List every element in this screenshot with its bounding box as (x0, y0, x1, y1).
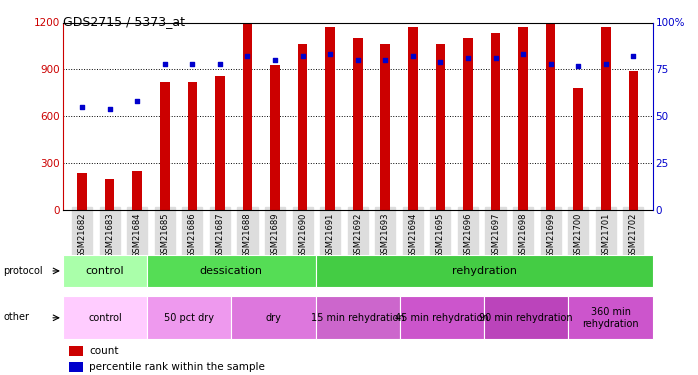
Point (352, 57, 363, 63)
Point (628, 53, 639, 59)
Bar (484, 296, 568, 339)
Point (462, 55, 473, 61)
Bar (147, 255, 315, 287)
Text: dessication: dessication (200, 266, 263, 276)
Text: 90 min rehydration: 90 min rehydration (480, 313, 573, 323)
Point (132, 98, 143, 104)
Bar (188, 82, 197, 210)
Bar (298, 44, 307, 210)
Bar (519, 27, 528, 210)
Bar (568, 296, 653, 339)
Point (77, 104, 88, 110)
Text: 360 min
rehydration: 360 min rehydration (582, 307, 639, 328)
Bar (573, 88, 583, 210)
Bar (436, 44, 445, 210)
Bar (270, 64, 280, 210)
Bar (601, 27, 611, 210)
Point (159, 61, 170, 67)
Text: control: control (86, 266, 124, 276)
Text: protocol: protocol (3, 266, 43, 276)
Text: 45 min rehydration: 45 min rehydration (395, 313, 489, 323)
Point (490, 55, 501, 61)
Point (435, 59, 446, 65)
Bar (380, 44, 390, 210)
Bar (315, 255, 653, 287)
Point (572, 63, 584, 69)
Bar (491, 33, 500, 210)
Bar (243, 24, 252, 210)
Bar (400, 296, 484, 339)
Point (380, 57, 391, 63)
Bar (463, 38, 473, 210)
Text: count: count (89, 346, 119, 356)
Point (269, 57, 281, 63)
Bar (68, 362, 84, 372)
Bar (147, 296, 231, 339)
Bar (231, 296, 315, 339)
Point (600, 61, 611, 67)
Text: percentile rank within the sample: percentile rank within the sample (89, 362, 265, 372)
Bar (63, 255, 147, 287)
Point (242, 53, 253, 59)
Bar (315, 296, 400, 339)
Bar (68, 346, 84, 356)
Bar (408, 27, 417, 210)
Text: rehydration: rehydration (452, 266, 517, 276)
Bar (546, 24, 556, 210)
Point (325, 51, 336, 57)
Bar (105, 179, 114, 210)
Text: 15 min rehydration: 15 min rehydration (311, 313, 405, 323)
Bar (628, 71, 638, 210)
Text: 50 pct dry: 50 pct dry (164, 313, 214, 323)
Point (214, 61, 225, 67)
Point (104, 106, 115, 112)
Text: other: other (3, 312, 29, 322)
Bar (133, 171, 142, 210)
Text: control: control (88, 313, 122, 323)
Point (297, 53, 309, 59)
Bar (63, 296, 147, 339)
Bar (353, 38, 362, 210)
Text: dry: dry (265, 313, 281, 323)
Bar (215, 76, 225, 210)
Text: GDS2715 / 5373_at: GDS2715 / 5373_at (63, 15, 185, 28)
Bar (325, 27, 335, 210)
Point (187, 61, 198, 67)
Point (517, 51, 528, 57)
Bar (77, 172, 87, 210)
Point (545, 61, 556, 67)
Bar (160, 82, 170, 210)
Point (407, 53, 418, 59)
